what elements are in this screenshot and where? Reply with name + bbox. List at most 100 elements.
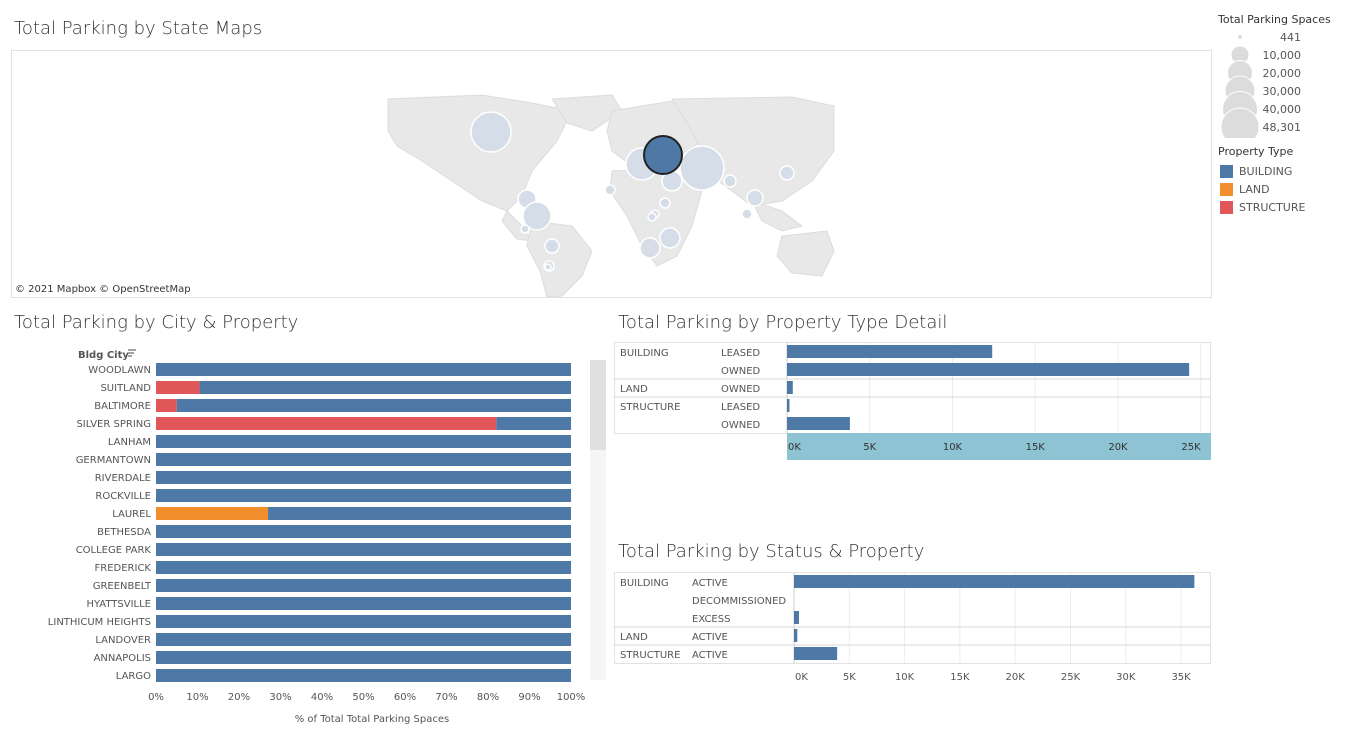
world-map[interactable]: © 2021 Mapbox © OpenStreetMap [12, 51, 1211, 298]
circle-southeast-asia [746, 189, 764, 207]
city-label-laurel: LAUREL [112, 509, 151, 520]
parking-circles[interactable] [470, 111, 795, 272]
bar-silver-spring-structure[interactable] [156, 417, 497, 430]
city-xtick-1: 10% [186, 692, 208, 703]
sort-icon[interactable] [128, 349, 136, 357]
status-property-chart: BUILDING ACTIVE DECOMMISSIONED EXCESS LAND AC… [614, 572, 1211, 683]
xtick-5: 25K [1181, 442, 1201, 453]
circle-north-africa [604, 184, 616, 196]
row-header-bldg-city: Bldg City [78, 350, 129, 361]
circle-africa-3 [647, 212, 657, 222]
bar-row-owned[interactable] [787, 363, 1190, 376]
sub-label-leased: LEASED [721, 348, 760, 359]
bar-largo-building[interactable] [156, 669, 571, 682]
type-detail-title: Total Parking by Property Type Detail [618, 312, 948, 333]
bar-woodlawn-building[interactable] [156, 363, 571, 376]
bar-lanham-building[interactable] [156, 435, 571, 448]
xtick-0: 0K [795, 672, 808, 683]
bar-landover-building[interactable] [156, 633, 571, 646]
sub-label-owned: OWNED [721, 384, 761, 395]
city-xtick-4: 40% [311, 692, 333, 703]
selected-circle-europe[interactable] [643, 135, 683, 175]
city-label-linthicum-heights: LINTHICUM HEIGHTS [48, 617, 151, 628]
circle-africa-1 [659, 197, 671, 209]
bar-building-active[interactable] [794, 575, 1195, 588]
city-chart-title: Total Parking by City & Property [14, 312, 299, 333]
city-xtick-10: 100% [557, 692, 586, 703]
size-label-3: 30,000 [1263, 85, 1302, 98]
legend-label-building: BUILDING [1239, 164, 1293, 178]
bar-land-active[interactable] [794, 629, 798, 642]
bar-row-excess[interactable] [794, 611, 799, 624]
bar-annapolis-building[interactable] [156, 651, 571, 664]
city-label-bethesda: BETHESDA [97, 527, 151, 538]
bar-structure-leased[interactable] [787, 399, 790, 412]
bar-college-park-building[interactable] [156, 543, 571, 556]
sub-label-leased: LEASED [721, 402, 760, 413]
city-chart-scrollbar-thumb[interactable] [590, 360, 606, 450]
city-label-landover: LANDOVER [95, 635, 151, 646]
bar-bethesda-building[interactable] [156, 525, 571, 538]
bar-land-owned[interactable] [787, 381, 793, 394]
bar-structure-active[interactable] [794, 647, 838, 660]
bar-laurel-land[interactable] [156, 507, 269, 520]
sub-label-decommissioned: DECOMMISSIONED [692, 596, 786, 607]
city-label-lanham: LANHAM [108, 437, 151, 448]
landmass-layer [387, 94, 835, 298]
size-circle-48301 [1220, 107, 1260, 138]
bar-frederick-building[interactable] [156, 561, 571, 574]
sub-label-owned: OWNED [721, 420, 761, 431]
bar-baltimore-structure[interactable] [156, 399, 177, 412]
city-label-annapolis: ANNAPOLIS [94, 653, 151, 664]
city-label-woodlawn: WOODLAWN [88, 365, 151, 376]
city-label-silver-spring: SILVER SPRING [76, 419, 151, 430]
legend-item-land[interactable]: LAND [1220, 180, 1305, 198]
circle-south-asia [723, 174, 737, 188]
legend-swatch-land [1220, 182, 1233, 196]
xtick-5: 25K [1061, 672, 1081, 683]
circle-southeast-asia-2 [741, 208, 753, 220]
city-xtick-8: 80% [477, 692, 499, 703]
city-xtick-3: 30% [269, 692, 291, 703]
axis-highlight[interactable] [787, 433, 1211, 460]
circle-middle-east [679, 145, 725, 191]
north-america [387, 94, 573, 212]
group-label-building: BUILDING [620, 578, 669, 589]
bar-silver-spring-building[interactable] [496, 417, 571, 430]
city-label-largo: LARGO [116, 671, 151, 682]
bar-riverdale-building[interactable] [156, 471, 571, 484]
circle-south-am-3 [544, 263, 552, 271]
bar-suitland-structure[interactable] [156, 381, 200, 394]
bar-rockville-building[interactable] [156, 489, 571, 502]
legend-label-structure: STRUCTURE [1239, 200, 1306, 214]
bar-suitland-building[interactable] [199, 381, 571, 394]
bar-row-owned[interactable] [787, 417, 850, 430]
legend-item-building[interactable]: BUILDING [1220, 162, 1305, 180]
bar-baltimore-building[interactable] [176, 399, 571, 412]
xtick-6: 30K [1116, 672, 1136, 683]
city-label-rockville: ROCKVILLE [95, 491, 151, 502]
bar-germantown-building[interactable] [156, 453, 571, 466]
southeast-asia [751, 200, 804, 232]
map-panel[interactable]: © 2021 Mapbox © OpenStreetMap [11, 50, 1212, 298]
sub-label-active: ACTIVE [692, 650, 728, 661]
city-property-chart: Bldg City WOODLAWN SUITLAND BALTIMORE SILVE… [48, 349, 606, 725]
sub-label-active: ACTIVE [692, 578, 728, 589]
sub-label-owned: OWNED [721, 366, 761, 377]
bar-building-leased[interactable] [787, 345, 993, 358]
bar-greenbelt-building[interactable] [156, 579, 571, 592]
size-label-4: 40,000 [1263, 103, 1302, 116]
bar-hyattsville-building[interactable] [156, 597, 571, 610]
size-legend: 441 10,000 20,000 30,000 40,000 48,301 [1220, 31, 1302, 138]
city-label-riverdale: RIVERDALE [95, 473, 151, 484]
australia [776, 230, 835, 277]
legend-item-structure[interactable]: STRUCTURE [1220, 198, 1305, 216]
map-attribution: © 2021 Mapbox © OpenStreetMap [15, 284, 191, 295]
city-xtick-7: 70% [435, 692, 457, 703]
circle-caribbean [522, 201, 552, 231]
bar-linthicum-heights-building[interactable] [156, 615, 571, 628]
size-label-5: 48,301 [1263, 121, 1302, 134]
bar-laurel-building[interactable] [268, 507, 571, 520]
size-legend-circles [1220, 34, 1260, 138]
xtick-2: 10K [943, 442, 963, 453]
